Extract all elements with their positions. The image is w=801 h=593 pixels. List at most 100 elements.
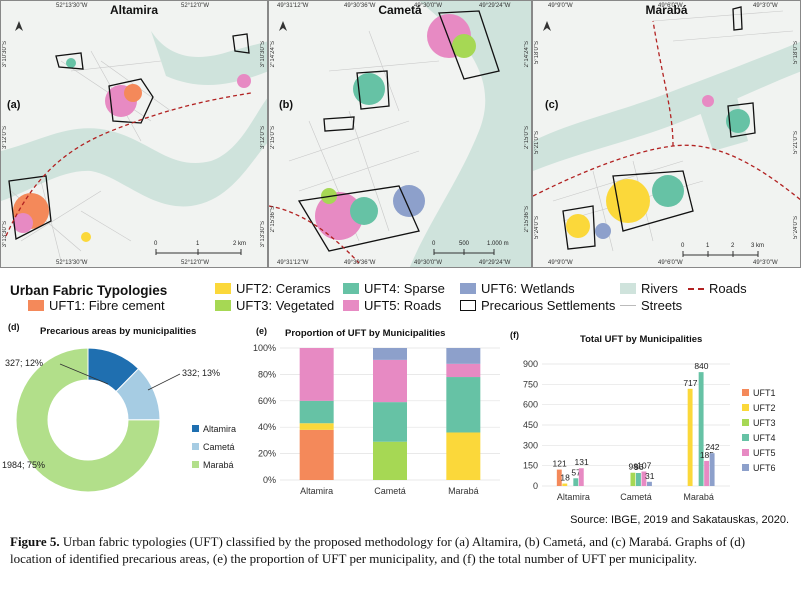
- coord-label: 2°14'24"S: [524, 41, 530, 68]
- coord-label: 5°18'0"S: [534, 41, 540, 65]
- precarious-outline: [232, 33, 250, 54]
- data-label: 327; 12%: [5, 358, 43, 368]
- legend-label: UFT4: Sparse: [364, 281, 445, 296]
- coord-label: 2°15'0"S: [524, 126, 530, 150]
- panel-tag: (d): [8, 322, 20, 332]
- map-title: Cametá: [378, 3, 422, 17]
- coord-label: 49°30'0"W: [414, 3, 443, 9]
- coord-label: 2°15'0"S: [270, 126, 276, 150]
- panel-tag: (c): [545, 99, 559, 111]
- precarious-outline: [323, 116, 355, 132]
- uft3-area: [452, 34, 476, 58]
- coord-label: 3°10'30"S: [260, 41, 266, 68]
- legend-swatch: [343, 300, 359, 311]
- stacked-bar-segment: [299, 400, 334, 424]
- coord-label: 5°21'0"S: [534, 131, 540, 155]
- coord-label: 49°30'0"W: [414, 260, 443, 266]
- scale-label: 1.000 m: [487, 241, 509, 247]
- legend-swatch: [742, 464, 749, 471]
- river-shape: [533, 41, 800, 171]
- coord-label: 52°12'0"W: [181, 260, 210, 266]
- bar: [578, 468, 584, 486]
- scale-bar: [155, 249, 242, 255]
- coord-label: 49°29'24"W: [479, 260, 511, 266]
- legend-item-uft2: UFT2: Ceramics: [215, 281, 331, 296]
- y-tick-label: 100%: [253, 343, 276, 353]
- scale-label: 1: [196, 241, 200, 247]
- y-tick-label: 900: [523, 359, 538, 369]
- y-tick-label: 80%: [258, 369, 276, 379]
- precarious-outline: [612, 170, 694, 232]
- stacked-bar-segment: [299, 423, 334, 430]
- chart-title: Precarious areas by municipalities: [40, 326, 197, 337]
- scale-bar: [433, 249, 495, 255]
- coord-label: 49°31'12"W: [277, 3, 309, 9]
- uft5-area: [237, 74, 251, 88]
- donut-chart: 327; 12% 332; 13% 1984; 75% Altamira Cametá M…: [2, 347, 236, 493]
- bar: [709, 453, 715, 486]
- uft6-area: [393, 185, 425, 217]
- legend-swatch: [688, 287, 704, 290]
- y-tick-label: 150: [523, 461, 538, 471]
- legend-label: UFT1: Fibre cement: [49, 298, 165, 313]
- coord-label: 49°9'0"W: [548, 3, 573, 9]
- legend-item-uft6: UFT6: Wetlands: [460, 281, 575, 296]
- data-label: 96: [634, 462, 644, 472]
- uft4-area: [66, 58, 76, 68]
- legend-label: Cametá: [203, 442, 235, 452]
- legend-swatch: [742, 419, 749, 426]
- scale-label: 2 km: [233, 241, 247, 247]
- stacked-bar-chart: 0% 20% 40% 60% 80% 100% Altamira Cametá Marabá: [253, 343, 500, 496]
- legend-label: UFT6: Wetlands: [481, 281, 575, 296]
- stacked-bar-segment: [373, 402, 407, 442]
- coord-label: 52°13'30"W: [56, 260, 88, 266]
- x-tick-label: Cametá: [374, 486, 406, 496]
- legend-title: Urban Fabric Typologies: [10, 283, 168, 298]
- scale-label: 1: [706, 243, 710, 249]
- map-maraba: Marabá (c) 49°9'0"W 49°6'0"W 49°3'0"W 49…: [532, 0, 801, 268]
- y-tick-label: 750: [523, 379, 538, 389]
- scale-bar: [682, 251, 759, 257]
- panel-tag: (a): [7, 99, 21, 111]
- legend-swatch: [215, 300, 231, 311]
- uft4-area: [652, 175, 684, 207]
- precarious-outline: [562, 205, 596, 250]
- river-shape: [1, 98, 267, 207]
- chart-title: Total UFT by Municipalities: [580, 334, 703, 345]
- map-altamira: Altamira (a) 52°13'30"W 52°12'0"W 52°13'…: [0, 0, 268, 268]
- legend-swatch: [192, 425, 199, 432]
- legend-swatch: [460, 283, 476, 294]
- coord-label: 5°24'0"S: [793, 216, 799, 240]
- caption-label: Figure 5.: [10, 534, 60, 549]
- legend-item-uft3: UFT3: Vegetated: [215, 298, 334, 313]
- river-shape: [151, 31, 267, 85]
- coord-label: 49°30'36"W: [344, 260, 376, 266]
- data-label: 31: [645, 471, 655, 481]
- legend-swatch: [343, 283, 359, 294]
- data-label: 717: [683, 378, 697, 388]
- uft4-area: [726, 109, 750, 133]
- scale-label: 500: [459, 241, 470, 247]
- data-label: 107: [637, 460, 651, 470]
- coord-label: 52°13'30"W: [56, 3, 88, 9]
- coord-label: 49°6'0"W: [658, 260, 683, 266]
- legend-label: Altamira: [203, 424, 236, 434]
- coord-label: 49°6'0"W: [658, 3, 683, 9]
- legend-swatch: [620, 283, 636, 294]
- legend-label: UFT1: [753, 388, 776, 398]
- north-arrow-icon: [543, 21, 551, 31]
- x-tick-label: Marabá: [683, 492, 714, 502]
- legend-item-precarious: Precarious Settlements: [460, 298, 615, 313]
- bar: [636, 472, 641, 486]
- legend-swatch: [28, 300, 44, 311]
- x-tick-label: Altamira: [300, 486, 333, 496]
- map-maraba-canvas: [533, 6, 800, 257]
- x-tick-label: Marabá: [448, 486, 479, 496]
- panel-tag: (f): [510, 330, 519, 340]
- data-label: 332; 13%: [182, 368, 220, 378]
- legend-item-roads: Roads: [688, 281, 747, 296]
- bar: [630, 472, 636, 486]
- legend-swatch: [460, 300, 476, 311]
- precarious-outline: [297, 185, 420, 252]
